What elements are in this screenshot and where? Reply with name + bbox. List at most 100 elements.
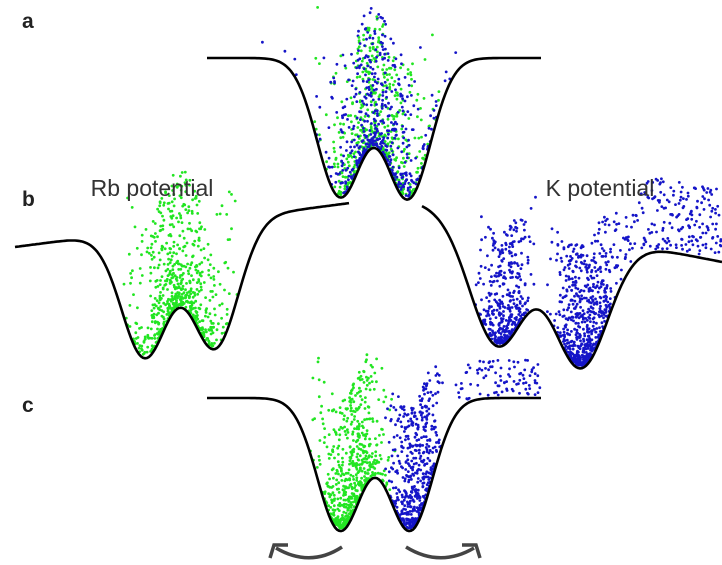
particle [228, 292, 231, 295]
particle [407, 481, 410, 484]
particle [136, 247, 139, 250]
particle [571, 344, 574, 347]
particle [332, 77, 335, 80]
particle [205, 331, 208, 334]
particle [390, 148, 393, 151]
particle [680, 196, 683, 199]
particle [408, 144, 411, 147]
particle [416, 492, 419, 495]
particle [423, 451, 426, 454]
particle [678, 181, 681, 184]
particle [584, 317, 587, 320]
particle [558, 310, 561, 313]
particle [698, 253, 701, 256]
particle [678, 202, 681, 205]
particle [574, 300, 577, 303]
particle [663, 193, 666, 196]
particle [337, 488, 340, 491]
particle [409, 71, 412, 74]
particle [551, 241, 554, 244]
particle [216, 213, 219, 216]
particle [166, 300, 169, 303]
particle [524, 282, 527, 285]
particle [183, 265, 186, 268]
particle [362, 127, 365, 130]
particle [406, 156, 409, 159]
particle [187, 205, 190, 208]
particle [579, 356, 582, 359]
particle [359, 42, 362, 45]
particle [178, 263, 181, 266]
particle [430, 470, 433, 473]
particle [422, 461, 425, 464]
particle [181, 250, 184, 253]
particle [379, 52, 382, 55]
particle [345, 98, 348, 101]
particle [590, 306, 593, 309]
particle [601, 221, 604, 224]
particle [380, 428, 383, 431]
particle [341, 514, 344, 517]
particle [345, 169, 348, 172]
particle [659, 191, 662, 194]
particle [333, 147, 336, 150]
particle [590, 259, 593, 262]
particle [585, 268, 588, 271]
particle [185, 254, 188, 257]
particle [678, 230, 681, 233]
particle [175, 217, 178, 220]
particle [425, 418, 428, 421]
particle [408, 425, 411, 428]
particle [359, 145, 362, 148]
particle [575, 336, 578, 339]
particle [536, 374, 539, 377]
particle [356, 456, 359, 459]
particle [669, 213, 672, 216]
particle [331, 409, 334, 412]
particle [425, 470, 428, 473]
particle [335, 479, 338, 482]
particle [339, 411, 342, 414]
particle [662, 227, 665, 230]
particle [198, 239, 201, 242]
particle [400, 450, 403, 453]
particle [376, 420, 379, 423]
particle [506, 293, 509, 296]
particle [410, 84, 413, 87]
particle [649, 245, 652, 248]
particle [572, 281, 575, 284]
particle [593, 252, 596, 255]
particle [516, 304, 519, 307]
particle [323, 436, 326, 439]
particle [409, 113, 412, 116]
particle [381, 99, 384, 102]
particle [374, 437, 377, 440]
particle [384, 72, 387, 75]
particle [348, 396, 351, 399]
particle [391, 169, 394, 172]
particle [150, 328, 153, 331]
particle [568, 267, 571, 270]
particle [367, 456, 370, 459]
particle [535, 382, 538, 385]
particle [599, 270, 602, 273]
particle [584, 321, 587, 324]
particle [680, 228, 683, 231]
particle [363, 130, 366, 133]
particle [372, 37, 375, 40]
particle [363, 370, 366, 373]
particle [399, 66, 402, 69]
particle [414, 432, 417, 435]
particle [410, 423, 413, 426]
particle [347, 486, 350, 489]
particle [364, 27, 367, 30]
particle [343, 105, 346, 108]
particle [423, 97, 426, 100]
particle [410, 513, 413, 516]
particle [342, 511, 345, 514]
particle [600, 297, 603, 300]
particle [488, 328, 491, 331]
particle [567, 245, 570, 248]
particle [358, 371, 361, 374]
particle [476, 384, 479, 387]
